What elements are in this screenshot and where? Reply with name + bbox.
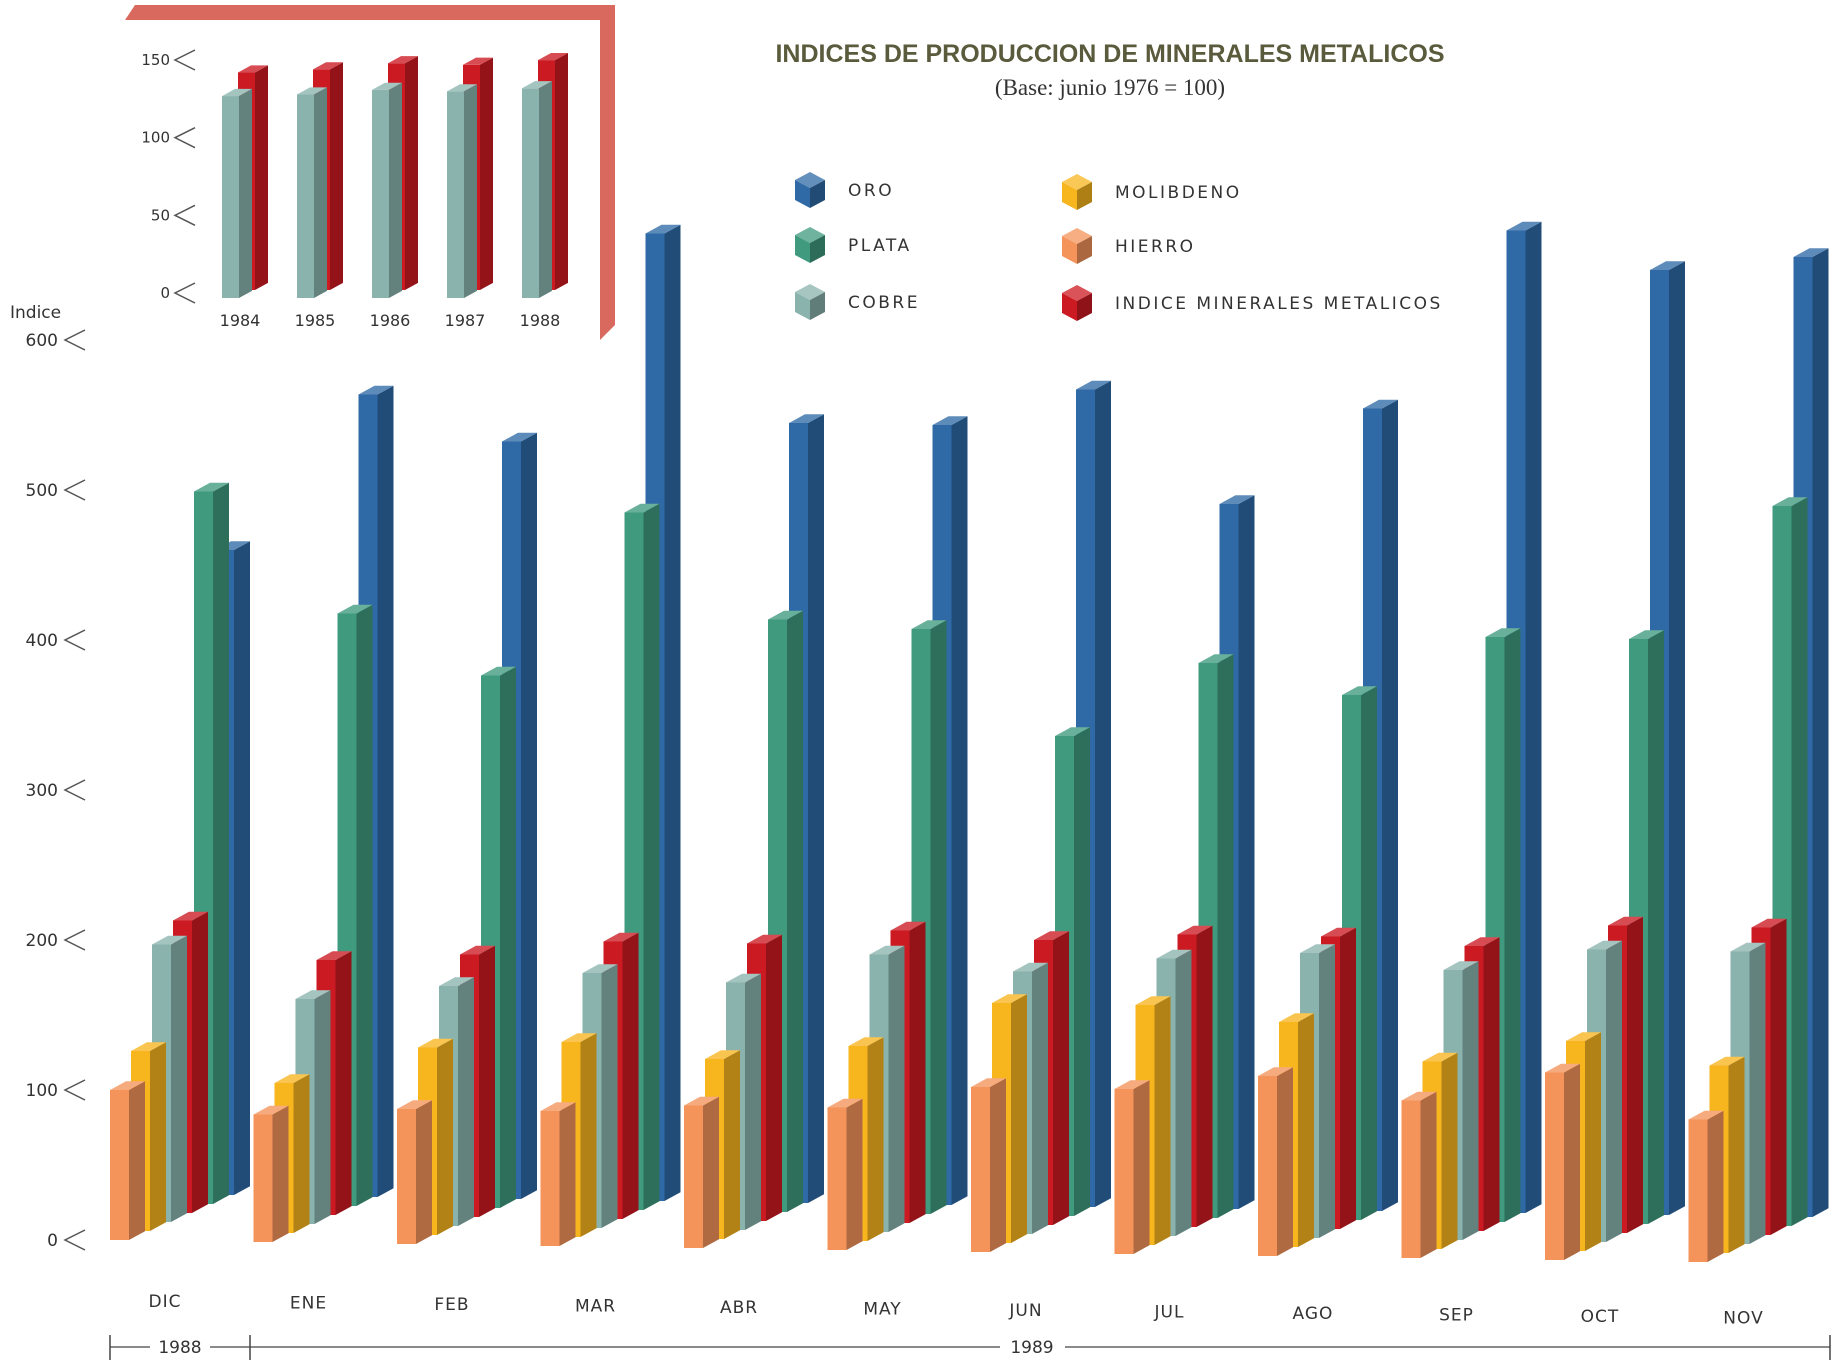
bar-group-jul: [1114, 495, 1255, 1254]
x-tick-label: MAY: [863, 1300, 901, 1320]
legend-item-plata: PLATA: [795, 227, 912, 263]
bar-hierro-abr: [684, 1096, 719, 1248]
legend-item-indice-minerales-metalicos: INDICE MINERALES METALICOS: [1062, 285, 1443, 321]
legend-label: PLATA: [848, 236, 912, 256]
bar-hierro-ago: [1258, 1067, 1293, 1256]
bar-hierro-nov: [1688, 1110, 1724, 1262]
bar-hierro-oct: [1545, 1063, 1580, 1260]
legend-item-oro: ORO: [795, 172, 894, 208]
inset-frame: [125, 5, 615, 340]
inset-y-tick-label: 100: [141, 129, 170, 147]
legend: ORO PLATA COBRE MOLIBDENO HIERRO INDICE MINER…: [795, 172, 1443, 321]
legend-label: ORO: [848, 181, 894, 201]
inset-chart: 0 50 100 150 1984 1985 1986 1987 1988: [141, 49, 568, 330]
main-chart: [110, 221, 1829, 1262]
inset-x-tick-label: 1984: [220, 311, 261, 330]
x-tick-label: ENE: [290, 1294, 327, 1314]
y-tick-label: 400: [26, 631, 58, 651]
bar-hierro-feb: [397, 1100, 432, 1244]
bar-group-dic: [110, 482, 250, 1240]
bar-group-abr: [684, 414, 824, 1248]
y-tick-label: 100: [26, 1081, 58, 1101]
x-axis: DIC ENE FEB MAR ABR MAY JUN JUL AGO SEP OCT NOV 1988…: [109, 1292, 1831, 1360]
y-axis: 0 100 200 300 400 500 600: [26, 329, 86, 1251]
bar-group-jun: [971, 380, 1111, 1252]
chart-subtitle: (Base: junio 1976 = 100): [995, 75, 1225, 100]
legend-label: MOLIBDENO: [1115, 183, 1242, 203]
inset-x-tick-label: 1988: [520, 311, 561, 330]
inset-x-tick-label: 1987: [445, 311, 486, 330]
x-tick-label: ABR: [720, 1298, 758, 1318]
bar-hierro-ene: [253, 1105, 289, 1242]
y-tick-label: 600: [26, 331, 58, 351]
y-tick-label: 500: [26, 481, 58, 501]
x-tick-label: MAR: [575, 1297, 616, 1317]
x-tick-label: AGO: [1293, 1304, 1334, 1324]
x-tick-label: NOV: [1723, 1309, 1763, 1329]
bar-group-sep: [1401, 221, 1542, 1258]
year-label-1989: 1989: [1010, 1338, 1053, 1358]
inset-bar-cobre-1987: [447, 84, 477, 298]
x-tick-label: JUN: [1008, 1301, 1042, 1321]
legend-item-hierro: HIERRO: [1062, 228, 1196, 264]
bar-group-nov: [1688, 248, 1829, 1262]
x-tick-label: JUL: [1154, 1303, 1185, 1323]
inset-x-tick-label: 1986: [370, 311, 411, 330]
inset-bar-group-1986: [372, 56, 418, 298]
inset-bar-group-1985: [297, 62, 343, 298]
bar-group-feb: [397, 432, 537, 1244]
y-tick-label: 0: [47, 1231, 58, 1251]
inset-bar-cobre-1988: [522, 81, 552, 299]
x-tick-label: SEP: [1439, 1306, 1474, 1326]
inset-bar-group-1984: [222, 65, 268, 299]
x-tick-label: DIC: [149, 1292, 182, 1312]
inset-bar-group-1988: [522, 52, 568, 299]
inset-bar-cobre-1986: [372, 82, 402, 298]
bar-group-ago: [1258, 399, 1398, 1256]
bar-hierro-sep: [1401, 1091, 1437, 1258]
inset-y-tick-label: 50: [151, 206, 170, 224]
inset-y-tick-label: 0: [160, 284, 170, 302]
legend-label: COBRE: [848, 293, 920, 313]
legend-item-molibdeno: MOLIBDENO: [1062, 174, 1242, 210]
bar-group-ene: [253, 385, 394, 1242]
year-label-1988: 1988: [158, 1338, 201, 1358]
y-axis-label: Indice: [10, 303, 61, 323]
inset-bar-group-1987: [447, 57, 493, 298]
bar-group-mar: [540, 224, 681, 1246]
y-tick-label: 300: [26, 781, 58, 801]
legend-label: INDICE MINERALES METALICOS: [1115, 294, 1443, 314]
bar-group-may: [827, 416, 968, 1250]
bar-hierro-mar: [540, 1102, 576, 1246]
inset-bar-cobre-1985: [297, 87, 327, 298]
inset-y-tick-label: 150: [141, 51, 170, 69]
bar-hierro-jul: [1114, 1080, 1150, 1254]
chart-title: INDICES DE PRODUCCION DE MINERALES METAL…: [775, 40, 1444, 68]
inset-x-tick-label: 1985: [295, 311, 336, 330]
inset-bar-cobre-1984: [222, 88, 252, 299]
legend-label: HIERRO: [1115, 237, 1196, 257]
x-tick-label: FEB: [434, 1295, 469, 1315]
bar-hierro-may: [827, 1098, 863, 1250]
bar-hierro-jun: [971, 1078, 1006, 1252]
x-tick-label: OCT: [1581, 1307, 1620, 1327]
bar-group-oct: [1545, 261, 1685, 1260]
legend-item-cobre: COBRE: [795, 284, 920, 320]
y-tick-label: 200: [26, 931, 58, 951]
bar-hierro-dic: [110, 1081, 145, 1240]
